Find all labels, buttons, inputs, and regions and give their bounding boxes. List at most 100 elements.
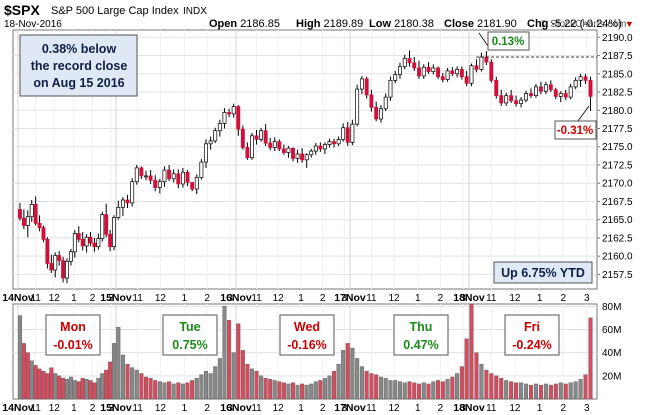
candle-body [359, 78, 364, 90]
candle-body [61, 260, 66, 279]
volume-bar [57, 375, 62, 400]
x-tick-label: 1 [182, 403, 188, 414]
volume-tick-label: 40M [602, 348, 621, 359]
x-tick-label: 2 [90, 403, 96, 414]
candle-body [489, 61, 494, 81]
x-tick-label: 12 [155, 293, 167, 304]
candle-body [431, 67, 436, 72]
candle-body [148, 175, 153, 181]
volume-bar [116, 326, 121, 400]
volume-bar [185, 382, 190, 400]
volume-bar [355, 358, 360, 400]
x-tick-label: 3 [227, 403, 233, 414]
volume-bar [217, 358, 222, 400]
volume-bar [583, 374, 588, 400]
candle-body [88, 236, 93, 244]
x-tick-label: 18Nov [453, 292, 485, 304]
volume-bar [393, 380, 398, 400]
volume-bar [543, 383, 548, 400]
volume-bar [345, 343, 350, 400]
candle-body [412, 62, 417, 69]
candle-body [300, 153, 305, 161]
price-tick-label: 2185.0 [602, 69, 633, 80]
day-name: Fri [524, 320, 540, 334]
candle-body [68, 251, 73, 262]
change-label: Chg -5.22 (-0.24%) ▼ [527, 18, 634, 30]
candle-body [185, 171, 190, 183]
day-change: -0.16% [287, 338, 327, 352]
volume-bar [21, 343, 26, 400]
record-pct-pointer [478, 32, 489, 47]
price-tick-label: 2182.5 [602, 88, 633, 99]
volume-bar [213, 366, 218, 400]
candle-body [167, 169, 172, 180]
volume-bar [313, 381, 318, 400]
volume-tick-label: 60M [602, 325, 621, 336]
candle-body [45, 239, 50, 264]
x-tick-label: 16Nov [220, 402, 252, 414]
x-tick-label: 2 [204, 293, 210, 304]
volume-bar [568, 382, 573, 400]
volume-bar [17, 315, 22, 400]
close-value: 2181.90 [477, 18, 517, 30]
candle-body [548, 84, 553, 91]
record-note-box: 0.38% below the record close on Aug 15 2… [19, 34, 138, 97]
x-tick-label: 18Nov [453, 402, 485, 414]
volume-bar [49, 367, 54, 400]
volume-bar [300, 383, 305, 400]
volume-bar [341, 350, 346, 400]
candle-body [573, 79, 578, 88]
volume-bar [259, 375, 264, 400]
price-tick-label: 2157.5 [602, 270, 633, 281]
volume-bar [139, 373, 144, 400]
volume-bar [322, 377, 327, 400]
candle-body [534, 86, 538, 97]
volume-bar [573, 381, 578, 400]
candle-body [21, 217, 26, 226]
day-box-bg [162, 314, 218, 356]
high-label-text: High [296, 18, 321, 30]
candle-body [369, 94, 374, 108]
volume-bar [533, 383, 538, 400]
candle-body [277, 141, 282, 150]
volume-tick-label: 20M [602, 371, 621, 382]
down-triangle-icon: ▼ [625, 19, 634, 29]
volume-bar [388, 380, 393, 400]
price-tick-label: 2175.0 [602, 142, 633, 153]
volume-bar [268, 379, 273, 400]
candle-body [588, 79, 593, 97]
x-tick-label: 11 [486, 293, 497, 304]
volume-tick-label: 80M [602, 302, 621, 313]
x-tick-label: 12 [388, 403, 400, 414]
x-tick-label: 12 [49, 403, 61, 414]
volume-bar [180, 383, 185, 400]
candle-body [543, 84, 548, 92]
candle-body [33, 204, 38, 224]
candle-body [393, 74, 398, 81]
volume-bar [153, 380, 158, 400]
price-axis: 2190.0 2187.5 2185.0 2182.5 2180.0 2177.5 2175… [597, 33, 633, 281]
candle-body [364, 78, 369, 96]
high-label: High 2189.89 [296, 18, 363, 30]
candle-body [479, 56, 484, 70]
candle-body [291, 147, 295, 159]
candle-body [313, 145, 318, 152]
volume-bar [108, 361, 113, 400]
candle-body [100, 214, 105, 240]
end-pct-pointer [577, 105, 590, 122]
candle-body [254, 135, 259, 140]
candle-body [104, 214, 109, 235]
volume-bar [359, 366, 364, 400]
x-tick-label: 12 [273, 403, 285, 414]
volume-bar [484, 369, 489, 400]
volume-bar [383, 377, 388, 400]
volume-bar [327, 375, 332, 400]
x-tick-label: 3 [227, 293, 233, 304]
x-tick-label: 15Nov [100, 402, 132, 414]
candle-body [65, 260, 69, 279]
x-tick-label: 11 [486, 403, 497, 414]
volume-bar [96, 377, 101, 400]
candle-body [459, 69, 464, 78]
candle-body [76, 233, 81, 240]
candle-body [53, 255, 58, 271]
